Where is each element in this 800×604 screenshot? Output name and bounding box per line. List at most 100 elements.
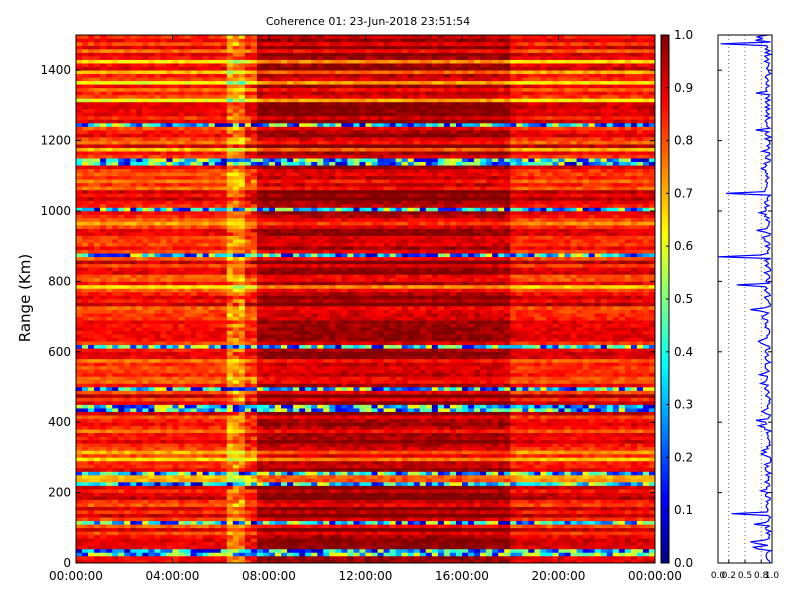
heatmap-cell (359, 520, 366, 525)
heatmap-cell (504, 457, 511, 462)
heatmap-cell (642, 513, 650, 518)
heatmap-cell (347, 379, 354, 384)
heatmap-cell (317, 485, 324, 490)
heatmap-cell (347, 513, 354, 518)
heatmap-cell (178, 489, 185, 493)
heatmap-cell (588, 531, 595, 536)
heatmap-cell (178, 548, 185, 553)
heatmap-cell (540, 478, 547, 483)
heatmap-cell (371, 552, 378, 557)
heatmap-cell (486, 489, 493, 493)
heatmap-cell (630, 401, 638, 405)
heatmap-cell (455, 527, 463, 532)
heatmap-cell (576, 548, 583, 553)
heatmap-cell (323, 379, 330, 384)
heatmap-cell (329, 446, 336, 451)
heatmap-cell (413, 499, 421, 504)
heatmap-cell (528, 517, 535, 522)
heatmap-cell (594, 411, 602, 416)
heatmap-cell (226, 425, 234, 430)
heatmap-cell (88, 510, 95, 515)
heatmap-cell (431, 443, 439, 448)
heatmap-cell (389, 387, 396, 391)
heatmap-cell (184, 460, 191, 465)
heatmap-cell (624, 390, 632, 395)
heatmap-cell (552, 520, 559, 525)
heatmap-cell (148, 496, 155, 500)
heatmap-cell (214, 541, 222, 546)
heatmap-cell (480, 457, 487, 462)
heatmap-cell (202, 411, 209, 416)
heatmap-cell (136, 453, 143, 458)
heatmap-cell (516, 552, 523, 557)
heatmap-cell (124, 453, 131, 458)
heatmap-cell (269, 460, 276, 465)
heatmap-cell (480, 503, 487, 507)
heatmap-cell (311, 401, 318, 405)
heatmap-cell (449, 425, 457, 430)
heatmap-cell (311, 443, 318, 448)
heatmap-cell (594, 401, 602, 405)
heatmap-cell (383, 411, 390, 416)
heatmap-cell (510, 534, 517, 539)
heatmap-cell (244, 555, 252, 560)
heatmap-cell (148, 478, 155, 483)
heatmap-cell (130, 510, 137, 515)
heatmap-cell (437, 520, 445, 525)
heatmap-cell (76, 489, 83, 493)
heatmap-cell (112, 450, 119, 455)
heatmap-cell (178, 408, 185, 412)
heatmap-cell (190, 387, 197, 391)
heatmap-cell (136, 499, 143, 504)
heatmap-cell (528, 545, 535, 550)
heatmap-cell (449, 471, 457, 476)
heatmap-cell (564, 422, 571, 427)
heatmap-cell (311, 552, 318, 557)
heatmap-cell (88, 489, 95, 493)
heatmap-cell (546, 432, 553, 437)
heatmap-cell (576, 439, 583, 444)
heatmap-cell (443, 425, 451, 430)
heatmap-cell (353, 538, 360, 543)
heatmap-cell (425, 411, 433, 416)
heatmap-cell (455, 390, 463, 395)
heatmap-cell (226, 432, 234, 437)
heatmap-cell (359, 418, 366, 423)
heatmap-cell (299, 387, 306, 391)
heatmap-cell (232, 464, 240, 469)
heatmap-cell (154, 408, 161, 412)
heatmap-cell (220, 552, 228, 557)
heatmap-cell (510, 429, 517, 434)
heatmap-cell (269, 404, 276, 409)
heatmap-cell (100, 460, 107, 465)
heatmap-cell (190, 548, 197, 553)
heatmap-cell (383, 478, 390, 483)
heatmap-cell (522, 503, 529, 507)
heatmap-cell (178, 478, 185, 483)
heatmap-cell (281, 425, 288, 430)
heatmap-cell (558, 510, 565, 515)
heatmap-cell (238, 492, 246, 497)
heatmap-cell (443, 394, 451, 398)
heatmap-cell (468, 552, 475, 557)
heatmap-cell (106, 443, 113, 448)
heatmap-cell (154, 411, 161, 416)
heatmap-cell (311, 404, 318, 409)
heatmap-cell (178, 429, 185, 434)
heatmap-cell (359, 383, 366, 388)
heatmap-cell (552, 485, 559, 490)
heatmap-cell (256, 450, 264, 455)
heatmap-cell (353, 527, 360, 532)
heatmap-cell (178, 387, 185, 391)
heatmap-cell (600, 418, 608, 423)
heatmap-cell (329, 503, 336, 507)
heatmap-cell (389, 418, 396, 423)
heatmap-cell (94, 478, 101, 483)
heatmap-cell (154, 489, 161, 493)
heatmap-cell (474, 415, 481, 419)
heatmap-cell (540, 534, 547, 539)
heatmap-cell (136, 492, 143, 497)
heatmap-cell (293, 496, 300, 500)
heatmap-cell (347, 464, 354, 469)
heatmap-cell (486, 464, 493, 469)
